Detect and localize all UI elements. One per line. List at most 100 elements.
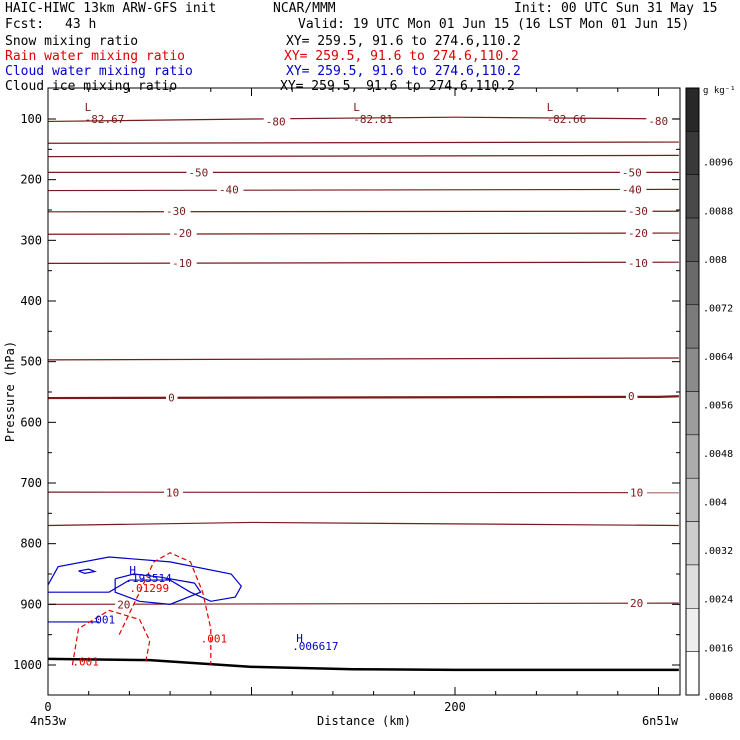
legend-cloud-water: Cloud water mixing ratio [5,64,193,79]
legend-snow-xy: XY= 259.5, 91.6 to 274.6,110.2 [286,34,521,49]
colorbar-segment [685,304,700,349]
cloud-water-contour [47,556,243,602]
cloud-water-contour [114,573,202,605]
x-axis-label: Distance (km) [317,714,411,728]
y-tick-label: 100 [20,112,42,126]
temperature-contour [47,395,679,400]
y-tick-label: 300 [20,233,42,247]
contour-label: -50 [622,166,642,179]
y-axis-label: Pressure (hPa) [3,341,17,442]
cloud-water-max2-value: .006617 [292,640,338,653]
contour-label: -80 [266,115,286,128]
x-end-label: 6n51w [642,714,679,728]
colorbar-tick-label: .0024 [703,595,733,606]
cloud-water-max-value: .193514 [125,572,172,585]
x-start-label: 4n53w [30,714,67,728]
temperature-contour [47,141,679,144]
low-value: -82.67 [85,113,125,126]
contour-label: 20 [117,598,130,611]
y-tick-label: 900 [20,597,42,611]
contour-label: -10 [172,257,192,270]
temperature-contour [47,602,679,605]
colorbar-tick-label: .008 [703,255,727,266]
temperature-contour [47,116,679,123]
colorbar-segment [685,174,700,219]
y-tick-label: 700 [20,476,42,490]
contour-label: -30 [166,205,186,218]
contour-label: 20 [630,597,643,610]
fcst-value: 43 h [65,17,97,32]
rain-water-contour-label: .001 [72,656,99,669]
model-title: HAIC-HIWC 13km ARW-GFS init [5,1,217,16]
colorbar-segment [685,477,700,522]
temperature-contour [47,232,679,235]
colorbar-segment [685,87,700,132]
colorbar-tick-label: .0008 [703,692,733,703]
colorbar-tick-label: .0064 [703,352,733,363]
fcst-label: Fcst: [5,17,45,32]
low-value: -82.66 [547,113,587,126]
colorbar-tick-label: .0072 [703,303,733,314]
rain-water-contour [71,609,151,666]
colorbar-unit: g kg⁻¹ [703,86,736,96]
legend-cloud-water-xy: XY= 259.5, 91.6 to 274.6,110.2 [286,64,521,79]
temperature-contour [47,188,679,192]
contour-label: 10 [166,487,179,500]
colorbar-segment [685,434,700,479]
y-tick-label: 600 [20,415,42,429]
colorbar-tick-label: .004 [703,498,727,509]
y-tick-label: 800 [20,537,42,551]
contour-label: 0 [168,391,175,404]
low-mark: L [85,101,92,114]
contour-label: -40 [622,183,642,196]
colorbar-frame [685,87,700,696]
colorbar-segment [685,217,700,262]
contour-label: -10 [628,257,648,270]
y-tick-label: 1000 [13,658,42,672]
colorbar-tick-label: .0048 [703,449,733,460]
colorbar-segment [685,131,700,175]
legend-rain-xy: XY= 259.5, 91.6 to 274.6,110.2 [284,49,519,64]
terrain-line [47,657,679,672]
colorbar-segment [685,347,700,392]
contour-label: -20 [172,227,192,240]
colorbar-segment [685,564,700,609]
temperature-contour [47,261,679,264]
colorbar-tick-label: .0032 [703,546,733,557]
contour-label: -20 [628,227,648,240]
legend-cloud-ice-xy: XY= 259.5, 91.6 to 274.6,110.2 [280,79,515,94]
colorbar-segment [685,261,700,306]
contour-label: 10 [630,487,643,500]
colorbar-tick-label: .0056 [703,400,733,411]
colorbar-segment [685,391,700,436]
rain-water-contour [118,552,212,665]
contour-label: -80 [648,115,668,128]
y-tick-label: 200 [20,173,42,187]
cloud-water-max-mark: H [129,564,136,577]
colorbar-tick-label: .0088 [703,206,733,217]
colorbar-tick-label: .0096 [703,158,733,169]
y-tick-label: 500 [20,355,42,369]
temperature-contour [47,154,679,158]
init-time: Init: 00 UTC Sun 31 May 15 [514,1,718,16]
colorbar-segment [685,521,700,566]
legend-snow: Snow mixing ratio [5,34,139,49]
cloud-water-max2-mark: H [296,632,303,645]
contour-label: -40 [219,183,239,196]
low-mark: L [353,101,360,114]
temperature-contour [47,357,679,361]
colorbar-tick-label: .0016 [703,643,733,654]
rain-water-max-value: .01299 [129,582,169,595]
rain-water-contour-label: .001 [201,633,228,646]
contour-label: -50 [188,166,208,179]
temperature-contour [47,210,679,213]
x-tick-label: 0 [44,700,51,714]
valid-time: Valid: 19 UTC Mon 01 Jun 15 (16 LST Mon … [298,17,690,32]
contour-label: 0 [628,390,635,403]
legend-rain: Rain water mixing ratio [5,49,186,64]
x-tick-label: 200 [444,700,466,714]
y-tick-label: 400 [20,294,42,308]
temperature-contour [47,491,679,494]
colorbar-segment [685,651,700,696]
